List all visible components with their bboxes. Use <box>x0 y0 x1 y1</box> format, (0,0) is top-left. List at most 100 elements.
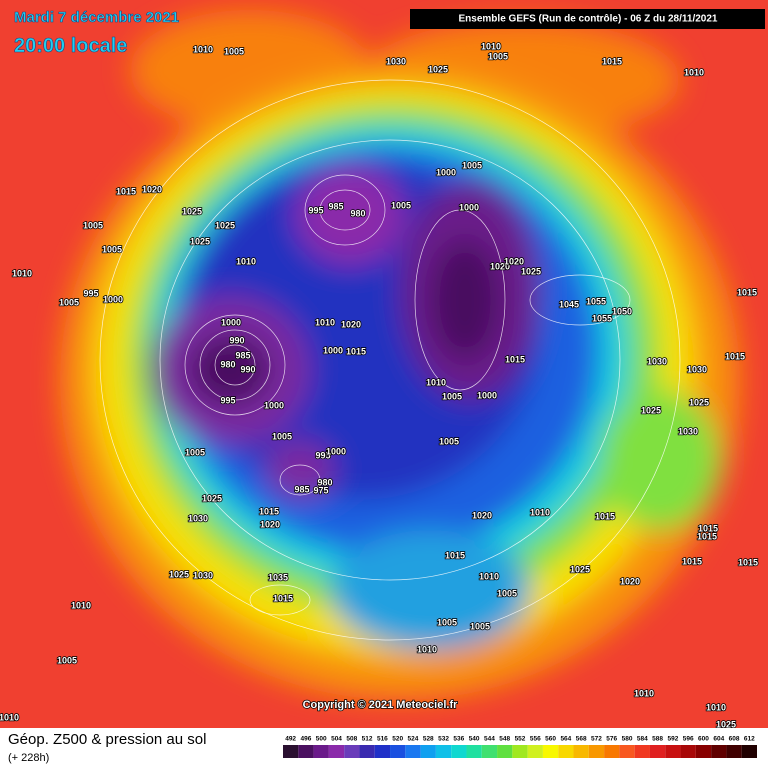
isobar-label: 1015 <box>737 287 757 297</box>
model-box <box>410 9 765 29</box>
isobar-label: 1000 <box>323 345 343 355</box>
scale-label: 540 <box>469 736 480 743</box>
isobar-label: 1025 <box>716 719 736 729</box>
scale-swatch <box>634 745 650 758</box>
isobar-label: 1025 <box>570 564 590 574</box>
isobar-label: 1010 <box>706 702 726 712</box>
isobar-label: 1045 <box>559 299 579 309</box>
isobar-label: 1010 <box>426 377 446 387</box>
scale-swatch <box>588 745 605 758</box>
local-time: 20:00 locale <box>14 35 127 57</box>
isobar-label: 1005 <box>272 431 292 441</box>
scale-swatch <box>695 745 712 758</box>
scale-swatch <box>680 745 696 758</box>
isobar-label: 1015 <box>602 56 622 66</box>
isobar-label: 985 <box>235 350 250 360</box>
isobar-label: 1025 <box>202 493 222 503</box>
isobar-label: 1005 <box>497 588 517 598</box>
scale-label: 580 <box>622 736 633 743</box>
isobar-label: 1030 <box>687 364 707 374</box>
isobar-label: 1055 <box>586 296 606 306</box>
legend-title: Géop. Z500 & pression au sol <box>8 731 206 748</box>
scale-label: 592 <box>667 736 678 743</box>
isobar-label: 995 <box>308 205 323 215</box>
height-field <box>60 10 740 700</box>
isobar-label: 1005 <box>439 436 459 446</box>
isobar-label: 1020 <box>472 510 492 520</box>
isobar-label: 1000 <box>459 202 479 212</box>
isobar-label: 1005 <box>462 160 482 170</box>
isobar-label: 1025 <box>215 220 235 230</box>
scale-label: 544 <box>484 736 495 743</box>
isobar-label: 1015 <box>273 593 293 603</box>
isobar-label: 1020 <box>260 519 280 529</box>
scale-label: 520 <box>392 736 403 743</box>
isobar-label: 1005 <box>470 621 490 631</box>
model-info: Ensemble GEFS (Run de contrôle) - 06 Z d… <box>459 14 718 25</box>
scale-swatch <box>649 745 666 758</box>
isobar-label: 1005 <box>57 655 77 665</box>
scale-label: 524 <box>408 736 419 743</box>
isobar-label: 1020 <box>341 319 361 329</box>
scale-swatch <box>512 745 528 758</box>
isobar-label: 1010 <box>417 644 437 654</box>
isobar-label: 1010 <box>684 67 704 77</box>
scale-swatch <box>344 745 360 758</box>
isobar-label: 1015 <box>738 557 758 567</box>
isobar-label: 1005 <box>442 391 462 401</box>
scale-swatch <box>451 745 467 758</box>
isobar-label: 1010 <box>479 571 499 581</box>
isobar-label: 1030 <box>386 56 406 66</box>
isobar-label: 1005 <box>59 297 79 307</box>
isobar-label: 1030 <box>188 513 208 523</box>
isobar-label: 1000 <box>221 317 241 327</box>
scale-swatch <box>573 745 589 758</box>
scale-label: 560 <box>545 736 556 743</box>
isobar-label: 1030 <box>193 570 213 580</box>
isobar-label: 995 <box>220 395 235 405</box>
isobar-label: 1035 <box>268 572 288 582</box>
isobar-label: 1010 <box>481 41 501 51</box>
copyright: Copyright © 2021 Meteociel.fr <box>303 699 459 711</box>
scale-label: 500 <box>316 736 327 743</box>
scale-swatch <box>558 745 574 758</box>
isobar-label: 1010 <box>0 712 19 722</box>
scale-label: 512 <box>362 736 373 743</box>
isobar-label: 1010 <box>193 44 213 54</box>
isobar-label: 980 <box>317 477 332 487</box>
isobar-label: 1005 <box>224 46 244 56</box>
scale-label: 552 <box>515 736 526 743</box>
isobar-label: 1015 <box>346 346 366 356</box>
isobar-label: 1000 <box>326 446 346 456</box>
isobar-label: 1000 <box>477 390 497 400</box>
scale-swatch <box>390 745 406 758</box>
scale-label: 612 <box>744 736 755 743</box>
isobar-label: 975 <box>313 485 328 495</box>
isobar-label: 1015 <box>595 511 615 521</box>
scale-label: 536 <box>453 736 464 743</box>
scale-label: 496 <box>301 736 312 743</box>
scale-label: 584 <box>637 736 648 743</box>
scale-label: 504 <box>331 736 342 743</box>
isobar-label: 1005 <box>437 617 457 627</box>
isobar-label: 1005 <box>391 200 411 210</box>
isobar-label: 995 <box>315 450 330 460</box>
scale-swatch <box>527 745 543 758</box>
isobar-label: 980 <box>220 359 235 369</box>
scale-swatch <box>711 745 727 758</box>
isobars <box>99 79 681 641</box>
scale-label: 576 <box>606 736 617 743</box>
scale-swatch <box>619 745 635 758</box>
scale-swatch <box>420 745 436 758</box>
isobar-label: 1025 <box>641 405 661 415</box>
isobar-label: 1025 <box>428 64 448 74</box>
scale-swatch <box>726 745 742 758</box>
isobar-label: 1010 <box>634 688 654 698</box>
isobar-label: 995 <box>83 288 98 298</box>
isobar-label: 1020 <box>142 184 162 194</box>
scale-swatch <box>374 745 391 758</box>
isobar-label: 1015 <box>697 531 717 541</box>
isobar-label: 980 <box>350 208 365 218</box>
isobar-label: 1005 <box>488 51 508 61</box>
